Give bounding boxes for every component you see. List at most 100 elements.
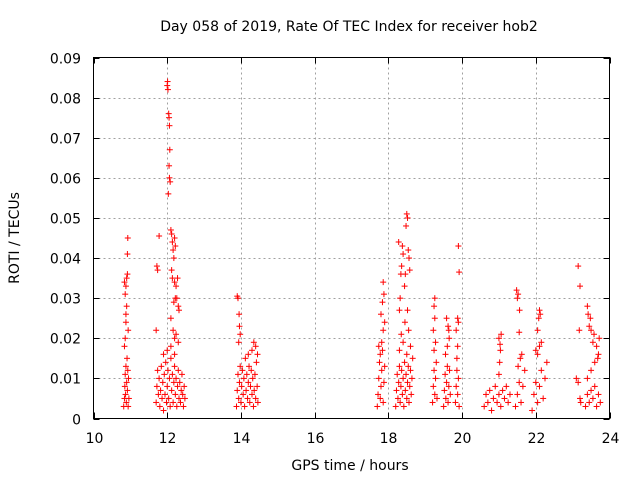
data-point <box>516 379 523 386</box>
chart-title: Day 058 of 2019, Rate Of TEC Index for r… <box>160 19 538 35</box>
data-point <box>166 162 173 169</box>
data-point <box>124 251 131 258</box>
data-point <box>157 387 164 394</box>
data-point <box>375 391 382 398</box>
data-point <box>530 391 537 398</box>
data-point <box>237 363 244 370</box>
data-point <box>586 399 593 406</box>
data-point <box>125 327 132 334</box>
data-point <box>124 355 131 362</box>
data-point <box>394 395 401 402</box>
data-point <box>234 295 241 302</box>
data-point <box>401 319 408 326</box>
data-point <box>588 367 595 374</box>
data-point <box>236 379 243 386</box>
data-point <box>395 239 402 246</box>
data-point <box>518 351 525 358</box>
data-point <box>170 379 177 386</box>
data-point <box>456 403 463 410</box>
data-point <box>534 351 541 358</box>
data-point <box>163 399 170 406</box>
data-point <box>398 331 405 338</box>
data-point <box>588 327 595 334</box>
data-point <box>400 339 407 346</box>
data-point <box>516 307 523 314</box>
data-point <box>397 399 404 406</box>
data-point <box>153 399 160 406</box>
data-point <box>497 341 504 348</box>
data-point <box>252 343 259 350</box>
data-point <box>454 343 461 350</box>
data-point <box>247 383 254 390</box>
y-axis-label: ROTI / TECUs <box>7 192 23 284</box>
data-point <box>170 255 177 262</box>
data-point <box>497 347 504 354</box>
data-point <box>248 391 255 398</box>
data-point <box>537 311 544 318</box>
data-point <box>122 319 129 326</box>
data-point <box>395 379 402 386</box>
data-point <box>536 307 543 314</box>
data-point <box>245 351 252 358</box>
data-point <box>431 295 438 302</box>
data-point <box>178 371 185 378</box>
data-point <box>124 235 131 241</box>
data-point <box>244 395 251 402</box>
data-point <box>245 379 252 386</box>
data-point <box>243 371 250 378</box>
x-tick-label: 24 <box>602 431 620 447</box>
data-point <box>167 226 174 233</box>
data-point <box>171 279 178 286</box>
data-point <box>174 275 181 282</box>
data-point <box>237 331 244 338</box>
data-point <box>429 399 436 406</box>
data-point <box>249 375 256 382</box>
data-point <box>173 331 180 338</box>
data-point <box>404 307 411 314</box>
data-point <box>166 174 173 181</box>
data-point <box>431 347 438 354</box>
data-point <box>254 383 261 390</box>
data-point <box>124 367 131 374</box>
data-point <box>584 303 591 310</box>
data-point <box>532 347 539 354</box>
data-point <box>402 387 409 394</box>
data-point <box>432 375 439 382</box>
data-point <box>588 387 595 394</box>
data-point <box>394 371 401 378</box>
data-point <box>441 387 448 394</box>
data-point <box>167 403 174 410</box>
data-point <box>584 391 591 398</box>
y-tick-label: 0.07 <box>50 132 81 148</box>
data-point <box>171 235 178 241</box>
data-point <box>519 383 526 390</box>
y-tick-label: 0.09 <box>50 52 81 68</box>
y-tick-label: 0.02 <box>50 332 81 348</box>
data-point <box>153 263 160 270</box>
data-point <box>430 327 437 334</box>
data-point <box>156 403 163 410</box>
data-point <box>122 283 129 290</box>
data-point <box>404 379 411 386</box>
data-point <box>403 371 410 378</box>
data-point <box>396 307 403 314</box>
data-point <box>589 339 596 346</box>
data-point <box>237 399 244 406</box>
data-point <box>513 287 520 294</box>
x-tick-label: 16 <box>307 431 325 447</box>
data-point <box>377 351 384 358</box>
data-point <box>179 391 186 398</box>
data-point <box>375 343 382 350</box>
data-point <box>165 190 172 197</box>
data-point <box>400 375 407 382</box>
data-point <box>248 347 255 354</box>
data-point <box>122 335 129 342</box>
data-point <box>454 391 461 398</box>
data-point <box>403 395 410 402</box>
data-point <box>543 359 550 366</box>
data-point <box>393 387 400 394</box>
data-point <box>405 327 412 334</box>
data-point <box>164 367 171 374</box>
data-point <box>170 247 177 254</box>
x-tick-label: 18 <box>380 431 398 447</box>
